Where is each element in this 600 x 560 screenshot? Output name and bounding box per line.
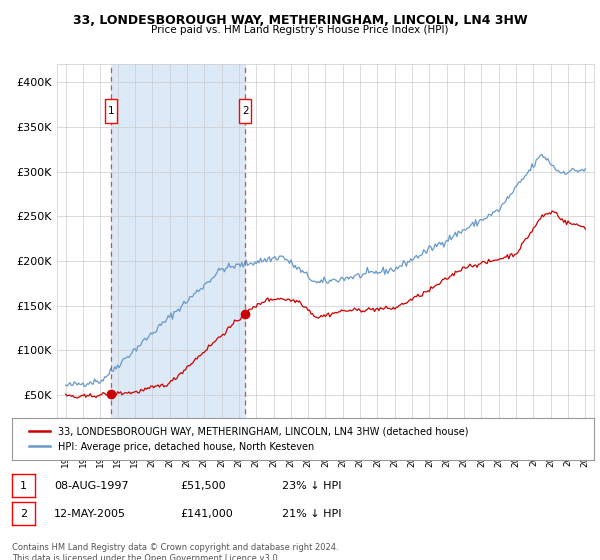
Text: 1: 1: [20, 480, 27, 491]
Text: Price paid vs. HM Land Registry's House Price Index (HPI): Price paid vs. HM Land Registry's House …: [151, 25, 449, 35]
FancyBboxPatch shape: [239, 99, 251, 124]
Text: £51,500: £51,500: [180, 481, 226, 491]
Text: 21% ↓ HPI: 21% ↓ HPI: [282, 509, 341, 519]
Text: 33, LONDESBOROUGH WAY, METHERINGHAM, LINCOLN, LN4 3HW: 33, LONDESBOROUGH WAY, METHERINGHAM, LIN…: [73, 14, 527, 27]
Text: 1: 1: [107, 106, 114, 116]
Text: 08-AUG-1997: 08-AUG-1997: [54, 481, 128, 491]
Text: Contains HM Land Registry data © Crown copyright and database right 2024.
This d: Contains HM Land Registry data © Crown c…: [12, 543, 338, 560]
Text: £141,000: £141,000: [180, 509, 233, 519]
Text: 2: 2: [242, 106, 248, 116]
Bar: [110, 64, 245, 440]
Text: 2: 2: [20, 508, 27, 519]
FancyBboxPatch shape: [105, 99, 116, 124]
Text: 23% ↓ HPI: 23% ↓ HPI: [282, 481, 341, 491]
Text: 12-MAY-2005: 12-MAY-2005: [54, 509, 126, 519]
Legend: 33, LONDESBOROUGH WAY, METHERINGHAM, LINCOLN, LN4 3HW (detached house), HPI: Ave: 33, LONDESBOROUGH WAY, METHERINGHAM, LIN…: [23, 421, 474, 458]
